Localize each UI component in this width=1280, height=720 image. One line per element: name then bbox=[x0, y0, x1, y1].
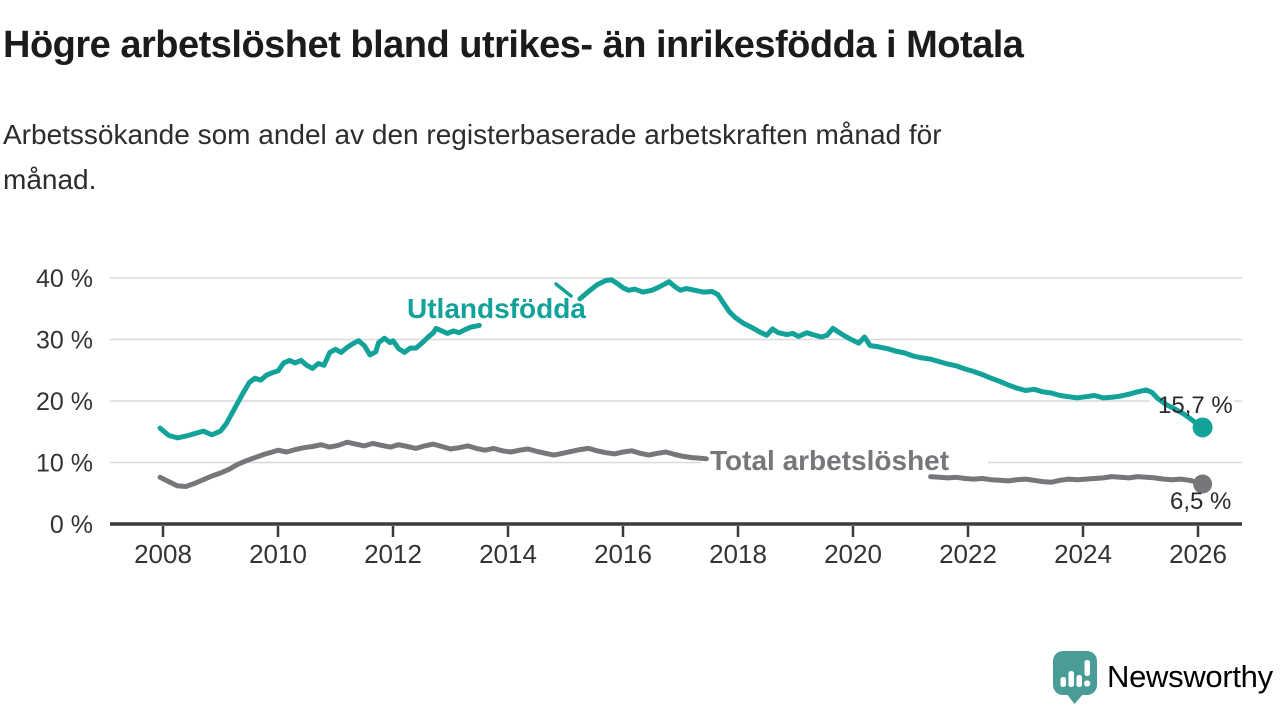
subtitle-line-2: månad. bbox=[3, 164, 97, 195]
series-line-1-seg-0 bbox=[157, 439, 709, 489]
x-tick-label-2012: 2012 bbox=[364, 539, 422, 569]
utlandsfodda-label-leader-tick bbox=[554, 282, 573, 298]
y-tick-label-20: 20 % bbox=[36, 388, 93, 416]
series-label-total-arbetsloshet: Total arbetslöshet bbox=[710, 445, 950, 476]
end-value-label-utlandsfodda: 15,7 % bbox=[1158, 392, 1233, 419]
x-tick-label-2026: 2026 bbox=[1169, 539, 1227, 569]
logo-bar-2 bbox=[1068, 671, 1074, 687]
y-tick-label-10: 10 % bbox=[36, 450, 93, 478]
end-value-label-total: 6,5 % bbox=[1170, 488, 1232, 515]
series-end-dot-1 bbox=[1193, 474, 1213, 494]
series-line-1-seg-1 bbox=[928, 474, 1206, 487]
x-tick-label-2024: 2024 bbox=[1054, 539, 1112, 569]
logo-exclamation-bar bbox=[1084, 660, 1090, 676]
logo-exclamation-dot bbox=[1084, 680, 1091, 687]
x-tick-label-2008: 2008 bbox=[134, 539, 192, 569]
x-tick-label-2020: 2020 bbox=[824, 539, 882, 569]
x-tick-label-2018: 2018 bbox=[709, 539, 767, 569]
subtitle-line-1: Arbetssökande som andel av den registerb… bbox=[3, 119, 942, 150]
newsworthy-logo-icon bbox=[1053, 651, 1097, 704]
x-tick-label-2022: 2022 bbox=[939, 539, 997, 569]
chart-title: Högre arbetslöshet bland utrikes- än inr… bbox=[3, 24, 1024, 66]
series-line-0-seg-1 bbox=[577, 277, 1206, 430]
x-tick-label-2016: 2016 bbox=[594, 539, 652, 569]
newsworthy-logo: Newsworthy bbox=[1052, 650, 1273, 704]
series-end-dot-0 bbox=[1192, 417, 1213, 438]
newsworthy-logo-text: Newsworthy bbox=[1107, 659, 1273, 694]
x-tick-label-2014: 2014 bbox=[479, 539, 537, 569]
series-line-0-seg-0 bbox=[157, 322, 482, 441]
logo-bar-1 bbox=[1060, 677, 1066, 687]
y-tick-label-40: 40 % bbox=[36, 265, 93, 293]
y-tick-label-0: 0 % bbox=[50, 511, 93, 539]
logo-bar-3 bbox=[1076, 675, 1082, 687]
series-label-utlandsfodda: Utlandsfödda bbox=[407, 293, 586, 324]
chart-subtitle: Arbetssökande som andel av den registerb… bbox=[3, 112, 1203, 202]
y-tick-label-30: 30 % bbox=[36, 327, 93, 355]
x-tick-label-2010: 2010 bbox=[249, 539, 307, 569]
